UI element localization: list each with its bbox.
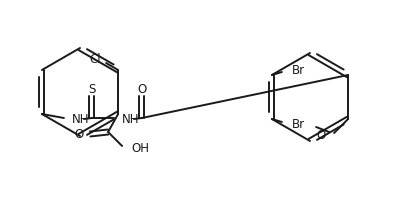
Text: NH: NH xyxy=(72,112,89,126)
Text: Cl: Cl xyxy=(89,52,101,66)
Text: O: O xyxy=(137,83,146,95)
Text: OH: OH xyxy=(131,142,149,154)
Text: O: O xyxy=(75,128,84,141)
Text: Br: Br xyxy=(292,64,305,76)
Text: Br: Br xyxy=(292,117,305,130)
Text: S: S xyxy=(88,83,95,95)
Text: NH: NH xyxy=(122,112,140,126)
Text: O: O xyxy=(317,129,326,142)
